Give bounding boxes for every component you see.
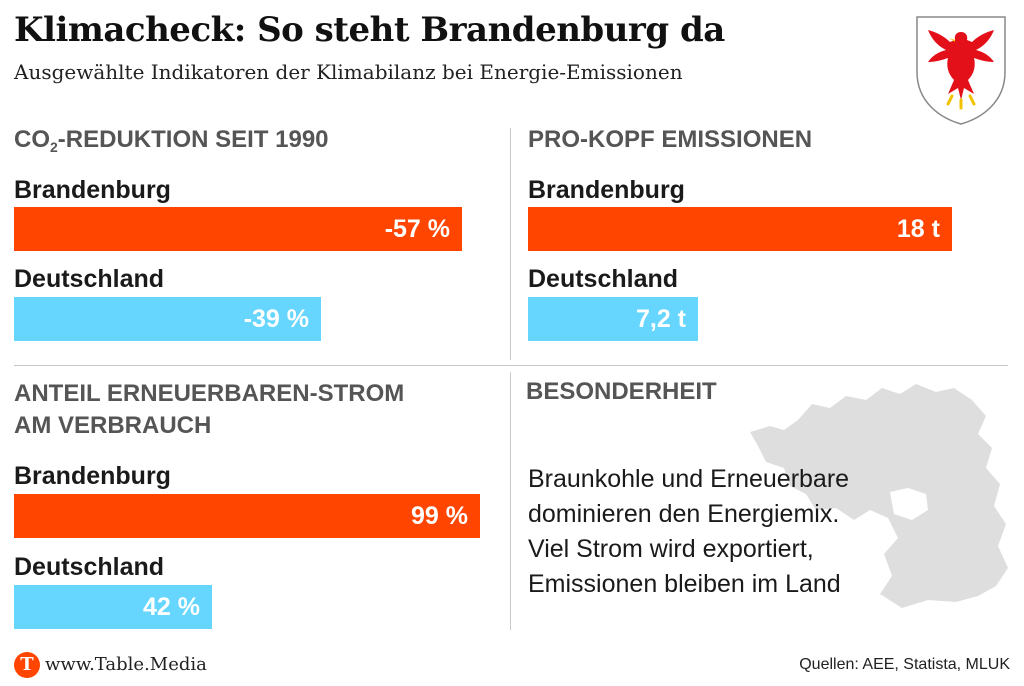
table-media-logo-icon: T [14, 652, 40, 678]
co2-brandenburg-label: Brandenburg [14, 176, 171, 204]
co2-brandenburg-bar: -57 % [14, 207, 462, 251]
site-url[interactable]: www.Table.Media [45, 654, 207, 675]
renew-brandenburg-value: 99 % [411, 502, 468, 530]
percap-deutschland-value: 7,2 t [635, 305, 686, 333]
percap-brandenburg-bar: 18 t [528, 207, 952, 251]
co2-reduction-title: CO2-REDUKTION SEIT 1990 [14, 126, 329, 155]
renew-deutschland-bar: 42 % [14, 585, 212, 629]
renew-deutschland-label: Deutschland [14, 553, 165, 581]
percap-deutschland-bar: 7,2 t [528, 297, 698, 341]
co2-brandenburg-value: -57 % [384, 215, 450, 243]
percap-brandenburg-value: 18 t [896, 215, 940, 243]
co2-deutschland-value: -39 % [243, 305, 309, 333]
renew-deutschland-value: 42 % [143, 593, 200, 621]
brandenburg-eagle-crest-icon [916, 16, 1006, 125]
page-subtitle: Ausgewählte Indikatoren der Klimabilanz … [14, 60, 683, 84]
per-capita-title: PRO-KOPF EMISSIONEN [528, 126, 813, 153]
renew-brandenburg-label: Brandenburg [14, 462, 171, 490]
page-title: Klimacheck: So steht Brandenburg da [14, 10, 725, 50]
co2-deutschland-bar: -39 % [14, 297, 321, 341]
brandenburg-map-icon [750, 384, 1008, 608]
divider-horizontal [14, 365, 1008, 366]
divider-vertical-bottom [510, 372, 511, 630]
renew-brandenburg-bar: 99 % [14, 494, 480, 538]
renewable-share-title: ANTEIL ERNEUERBAREN-STROM AM VERBRAUCH [14, 380, 405, 439]
co2-deutschland-label: Deutschland [14, 265, 165, 293]
special-note: Braunkohle und Erneuerbare dominieren de… [528, 465, 850, 598]
special-title: BESONDERHEIT [526, 378, 717, 405]
percap-brandenburg-label: Brandenburg [528, 176, 685, 204]
sources-note: Quellen: AEE, Statista, MLUK [799, 656, 1010, 673]
divider-vertical-top [510, 128, 511, 360]
percap-deutschland-label: Deutschland [528, 265, 679, 293]
